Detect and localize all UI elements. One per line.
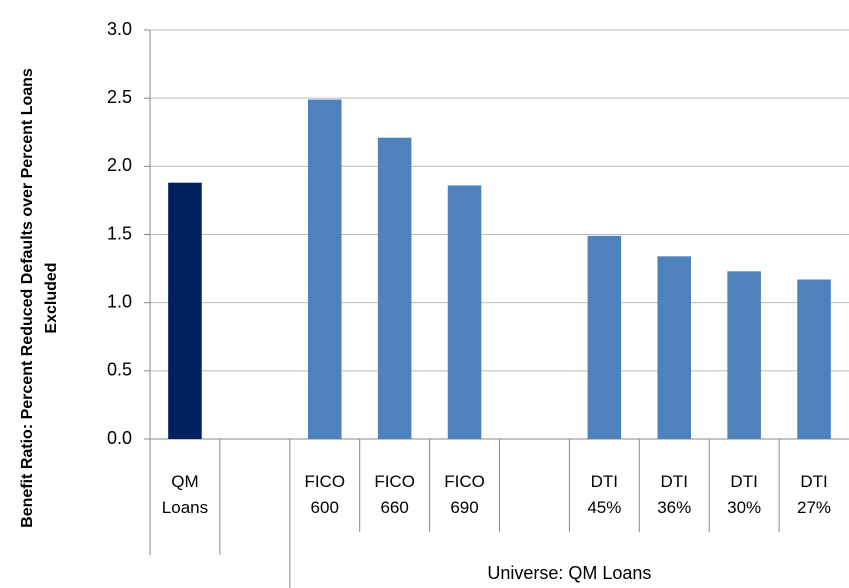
bar	[447, 185, 482, 439]
x-tick-label-wrap: DTI 27%	[779, 463, 849, 527]
bar	[377, 137, 412, 439]
x-tick-label-box: FICO 690	[430, 463, 500, 527]
y-tick-label: 1.0	[107, 291, 132, 311]
x-tick-label: FICO 660	[374, 472, 415, 517]
bar	[657, 256, 692, 439]
x-tick-label-box: DTI 45%	[569, 463, 639, 527]
x-tick-label-box: DTI 27%	[779, 463, 849, 527]
x-tick-label-box: DTI 36%	[639, 463, 709, 527]
x-tick-label: DTI 27%	[797, 472, 832, 517]
bar	[797, 279, 831, 439]
x-tick-label: DTI 36%	[657, 472, 692, 517]
x-tick-label-wrap: FICO 600	[290, 463, 360, 527]
x-tick-label-box: DTI 30%	[709, 463, 779, 527]
x-tick-label-wrap: DTI 45%	[569, 463, 639, 527]
x-tick-label: DTI 30%	[727, 472, 762, 517]
y-axis-label-box: Benefit Ratio: Percent Reduced Defaults …	[19, 68, 60, 528]
x-tick-label-wrap: FICO 690	[430, 463, 500, 527]
x-tick-label-wrap: DTI 36%	[639, 463, 709, 527]
x-tick-label: QM Loans	[161, 472, 209, 517]
x-tick-label: DTI 45%	[587, 472, 622, 517]
x-tick-label-wrap: FICO 660	[360, 463, 430, 527]
group-label: Universe: QM Loans	[487, 563, 651, 583]
y-axis-label: Benefit Ratio: Percent Reduced Defaults …	[19, 68, 60, 528]
y-tick-label: 3.0	[107, 19, 132, 39]
x-tick-label-box: FICO 660	[360, 463, 430, 527]
y-tick-label: 2.0	[107, 155, 132, 175]
x-tick-label-box: FICO 600	[290, 463, 360, 527]
bar	[168, 182, 202, 439]
bar	[727, 271, 761, 439]
x-tick-label-wrap: QM Loans	[150, 463, 220, 527]
x-tick-label: FICO 690	[444, 472, 485, 517]
x-tick-label-box: QM Loans	[150, 463, 220, 527]
x-tick-label-wrap: DTI 30%	[709, 463, 779, 527]
y-tick-label: 0.5	[107, 360, 132, 380]
bar	[307, 99, 342, 439]
y-tick-label: 2.5	[107, 87, 132, 107]
x-tick-label: FICO 600	[304, 472, 346, 517]
y-tick-label: 1.5	[107, 223, 132, 243]
y-tick-label: 0.0	[107, 428, 132, 448]
bar	[587, 235, 622, 439]
